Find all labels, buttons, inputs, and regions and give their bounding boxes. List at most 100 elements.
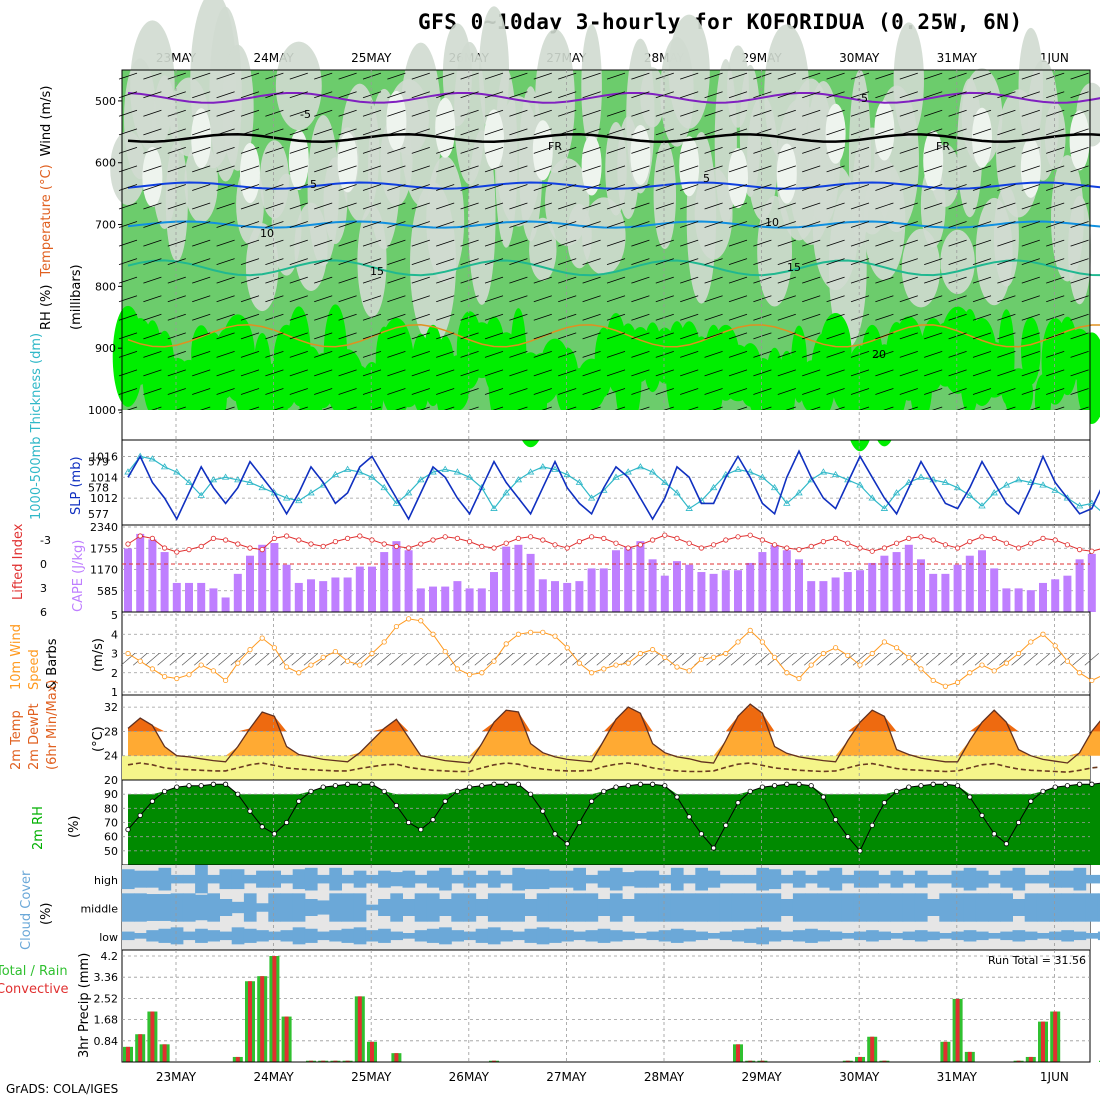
- wind-barb: [899, 72, 918, 80]
- rh-tick-label: 80: [104, 802, 118, 815]
- cloud-bar-middle: [658, 893, 672, 922]
- wind-barb: [533, 128, 552, 136]
- wind-barb: [802, 350, 821, 358]
- cloud-bar-low: [866, 930, 879, 942]
- wind-speed-line-point: [430, 631, 436, 637]
- thickness-line-point: [624, 468, 632, 475]
- cloud-bar-low: [548, 928, 562, 943]
- wind-barb: [777, 109, 796, 117]
- wind-barb: [924, 109, 943, 117]
- wind-barb: [216, 388, 235, 395]
- wind-barb: [606, 332, 626, 340]
- wind-barb: [484, 146, 504, 154]
- cloud-bar-high: [1024, 874, 1038, 884]
- wind-barb: [558, 109, 577, 117]
- wind-barb: [240, 165, 260, 173]
- wind-barb: [1046, 276, 1065, 284]
- wind-barb: [631, 146, 650, 154]
- cloud-bar-high: [219, 869, 233, 890]
- thickness-line-point: [258, 483, 266, 491]
- wind-speed-line-point: [162, 673, 168, 680]
- wind-speed-line-point: [723, 650, 729, 657]
- wind-barb: [803, 653, 819, 666]
- wind-barb: [338, 165, 357, 173]
- cloud-bar-middle: [487, 893, 501, 922]
- wind-barb: [777, 295, 796, 303]
- wind-barb: [631, 128, 650, 136]
- wind-barb: [582, 295, 601, 303]
- wind-barb: [167, 91, 186, 99]
- wind-barb: [387, 72, 406, 80]
- cloud-bar-middle: [768, 893, 782, 922]
- cape-bar: [319, 581, 328, 612]
- wind-barb: [631, 72, 650, 80]
- wind-speed-line-point: [552, 633, 558, 639]
- wind-barb: [460, 91, 479, 99]
- wind-barb: [777, 128, 796, 136]
- wind-barb: [631, 388, 650, 395]
- rh-line-point: [662, 783, 668, 789]
- rh-line-point: [223, 781, 229, 787]
- wind-barb: [899, 165, 918, 173]
- wind-barb: [680, 388, 699, 395]
- wind-barb: [460, 295, 479, 303]
- cloud-bar-low: [268, 931, 281, 941]
- wind-barb: [157, 653, 172, 666]
- cloud-bar-high: [634, 870, 647, 888]
- wind-barb: [314, 146, 333, 154]
- cloud-bar-high: [1012, 867, 1026, 891]
- isotherm-label: -5: [300, 108, 311, 121]
- wind-barb: [314, 276, 333, 284]
- cloud-bar-middle: [866, 893, 879, 922]
- wind-barb: [1021, 91, 1040, 99]
- wind-barb: [948, 72, 967, 80]
- cape-bar: [770, 544, 779, 612]
- wind-barb: [924, 128, 943, 136]
- wind-barb: [950, 653, 965, 666]
- wind-speed-line-point: [588, 670, 595, 676]
- wind-barb: [802, 258, 821, 266]
- rh-tick-label: 90: [104, 788, 118, 801]
- wind-barb: [631, 109, 650, 117]
- lifted-index-line-point: [162, 545, 168, 551]
- cloud-bar-low: [524, 928, 538, 943]
- wind-barb: [460, 369, 479, 377]
- wind-barb: [509, 202, 528, 210]
- cloud-bar-middle: [780, 899, 794, 916]
- wind-speed-line-point: [576, 660, 583, 666]
- cloud-bar-middle: [597, 899, 611, 916]
- wind-barb: [997, 128, 1016, 136]
- cloud-bar-middle: [1061, 893, 1074, 922]
- precip-tick-label: 4.2: [101, 950, 119, 963]
- wind-barb: [606, 313, 626, 321]
- wind-barb: [362, 313, 382, 321]
- cloud-bar-low: [1085, 933, 1099, 939]
- wind-barb: [948, 276, 967, 284]
- wind-barb: [728, 388, 748, 395]
- wind-barb: [1046, 184, 1065, 191]
- wind-barb: [802, 276, 821, 284]
- wind-speed-line-point: [808, 662, 814, 668]
- wind-speed-line-point: [259, 635, 265, 641]
- cloud-bar-low: [378, 928, 391, 943]
- cloud-bar-middle: [975, 893, 989, 922]
- wind-speed-line-point: [454, 666, 460, 672]
- rh-line-point: [759, 784, 766, 790]
- wind-barb: [1046, 165, 1065, 173]
- cape-bar: [856, 570, 864, 612]
- wind-barb: [436, 258, 455, 266]
- cape-bar: [1002, 588, 1011, 612]
- cloud-bar-middle: [927, 899, 940, 916]
- wind-barb: [972, 91, 992, 99]
- wind-barb: [509, 109, 528, 117]
- wind-speed-line-point: [320, 654, 326, 660]
- wind-barb: [826, 258, 845, 266]
- cloud-bar-middle: [719, 893, 733, 922]
- cloud-bar-high: [1085, 874, 1099, 884]
- cloud-bar-low: [975, 931, 989, 941]
- wind-barb: [999, 653, 1014, 666]
- wind-barb: [802, 184, 821, 191]
- wind-barb: [436, 221, 455, 228]
- lifted-index-line-point: [613, 540, 619, 546]
- wind-barb: [704, 332, 723, 340]
